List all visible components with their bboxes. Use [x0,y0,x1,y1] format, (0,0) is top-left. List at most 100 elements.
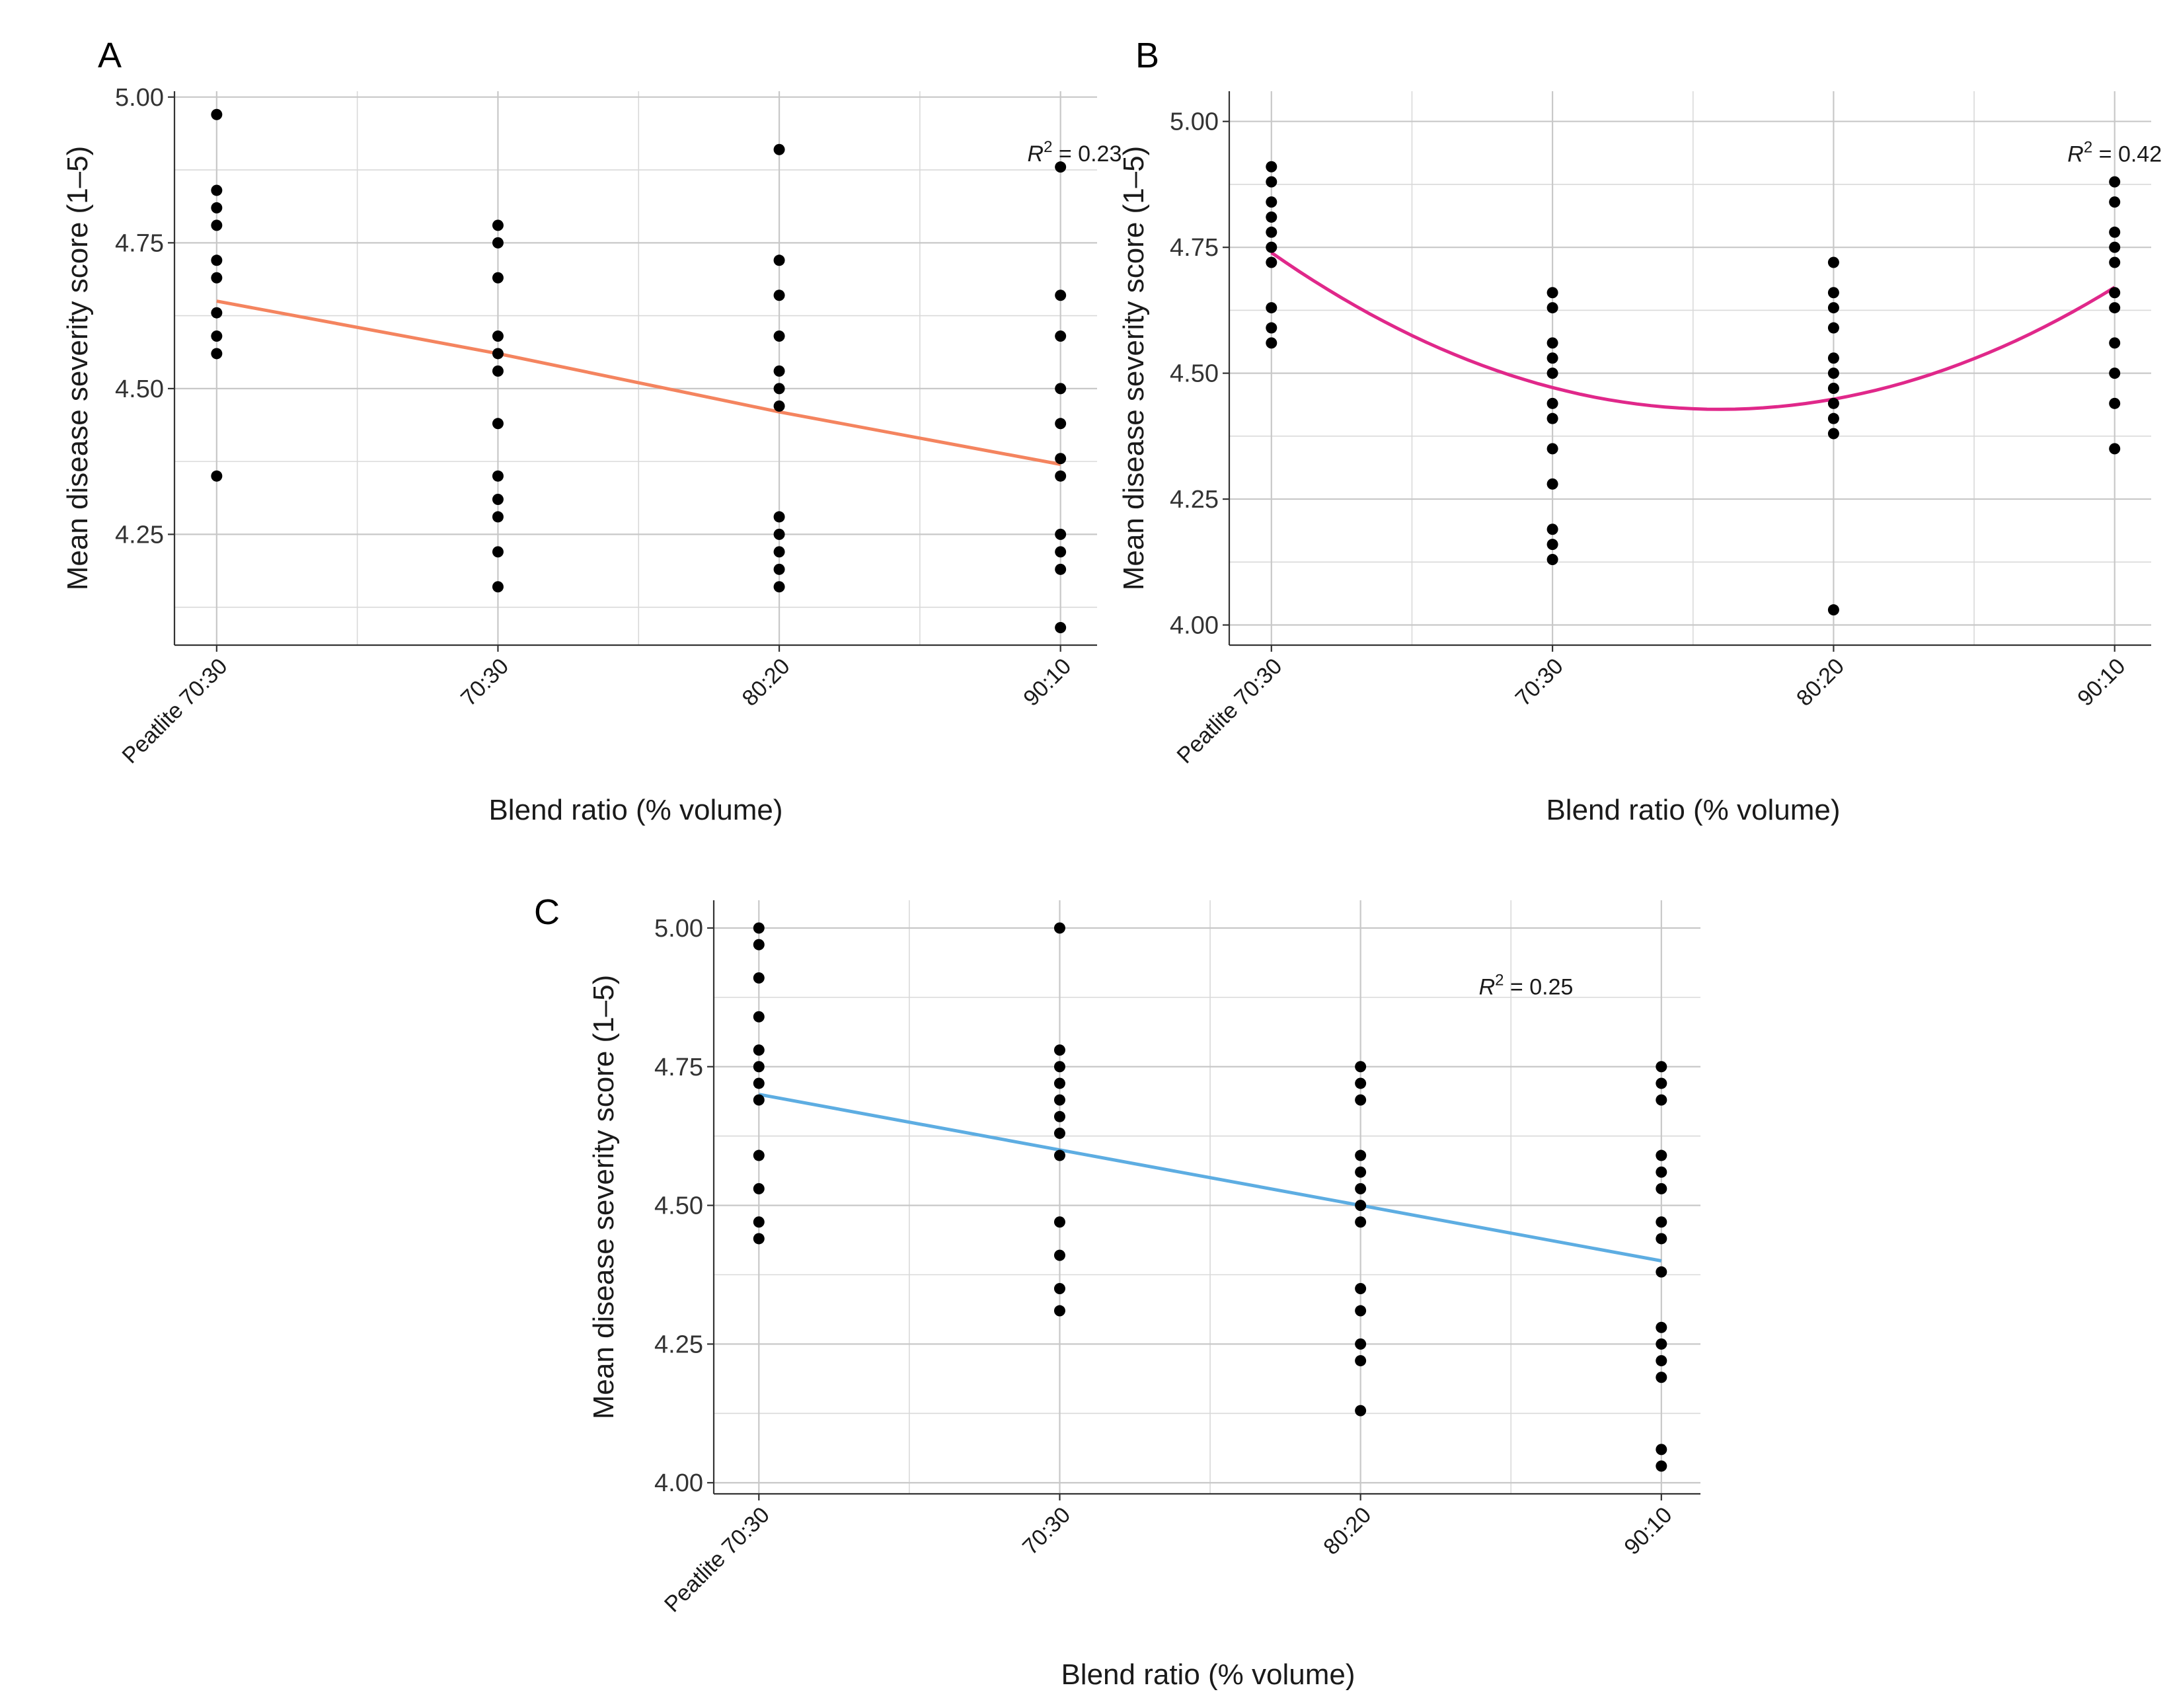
data-point [1053,1216,1065,1228]
data-point [753,1094,765,1106]
r-squared-value: = 0.25 [1504,975,1573,1000]
fit-line [1270,251,2116,411]
data-point [1053,1077,1065,1089]
data-point [1266,302,1277,314]
data-point [753,1044,765,1056]
x-tick-label: Peatlite 70:30 [118,654,233,769]
data-point [492,272,504,284]
data-point [1266,196,1277,208]
x-axis-title: Blend ratio (% volume) [488,794,782,826]
data-point [773,143,785,155]
data-point [753,1011,765,1023]
data-point [1355,1183,1367,1194]
x-axis-title: Blend ratio (% volume) [1546,794,1840,826]
data-point [753,1077,765,1089]
data-point [2109,302,2121,314]
data-point [1546,287,1558,299]
data-point [211,254,223,266]
x-tick-label: 90:10 [1619,1502,1677,1560]
data-point [2109,196,2121,208]
r-squared-sup: 2 [1495,972,1504,990]
data-point [492,219,504,231]
r-squared-r: R [1479,975,1496,1000]
data-point [773,330,785,342]
data-point [773,400,785,412]
data-point [1827,604,1839,616]
x-tick-label: 80:20 [738,654,795,711]
data-point [1266,226,1277,238]
data-point [1053,1249,1065,1261]
x-axis-title: Blend ratio (% volume) [1061,1658,1355,1691]
data-point [1053,1061,1065,1073]
fit-line [758,1093,1662,1262]
x-tick-label: 70:30 [456,654,514,711]
data-point [1355,1282,1367,1294]
data-point [492,418,504,430]
y-tick-label: 4.25 [1170,486,1219,514]
r-squared-value: = 0.23 [1052,141,1122,167]
data-point [1656,1094,1667,1106]
data-point [492,348,504,360]
x-tick-label: Peatlite 70:30 [660,1502,775,1617]
data-point [1355,1305,1367,1317]
data-point [1355,1061,1367,1073]
data-point [1355,1200,1367,1212]
data-point [1546,524,1558,535]
x-tick-label: 80:20 [1318,1502,1376,1560]
data-point [492,330,504,342]
data-point [1055,622,1067,634]
y-tick-label: 4.25 [654,1331,703,1358]
data-point [1355,1216,1367,1228]
data-point [211,202,223,214]
data-point [753,922,765,934]
data-point [1656,1338,1667,1350]
data-point [1656,1149,1667,1161]
x-tick-label: 70:30 [1511,654,1568,711]
data-point [753,939,765,951]
data-point [2109,241,2121,253]
data-point [773,511,785,523]
data-point [1656,1444,1667,1456]
data-point [1053,1094,1065,1106]
data-point [773,546,785,558]
data-point [773,290,785,301]
data-point [1053,1044,1065,1056]
x-tick-label: 90:10 [1018,654,1076,711]
y-axis-title: Mean disease severity score (1–5) [1118,146,1150,591]
data-point [1546,539,1558,551]
data-point [1546,337,1558,349]
data-point [2109,226,2121,238]
data-point [2109,443,2121,455]
data-point [1656,1183,1667,1194]
data-point [2109,368,2121,379]
x-tick-label: 80:20 [1792,654,1849,711]
panel-letter: B [1135,36,1159,75]
data-point [1055,161,1067,173]
data-point [2109,287,2121,299]
data-point [492,581,504,593]
data-point [1546,553,1558,565]
data-point [753,1233,765,1245]
y-tick-label: 4.50 [1170,360,1219,388]
data-point [211,108,223,120]
data-point [1656,1233,1667,1245]
data-point [1055,290,1067,301]
data-point [1266,161,1277,173]
data-point [211,348,223,360]
data-point [492,511,504,523]
panel-letter: A [98,36,122,75]
data-point [492,470,504,482]
data-point [1827,287,1839,299]
data-point [1355,1355,1367,1367]
data-point [1055,453,1067,465]
data-point [773,383,785,395]
data-point [1546,478,1558,490]
data-point [1827,382,1839,394]
data-point [773,581,785,593]
r-squared-value: = 0.42 [2092,142,2162,167]
data-point [211,470,223,482]
y-tick-label: 4.50 [115,375,164,403]
r-squared-sup: 2 [2084,139,2092,157]
data-point [1546,352,1558,364]
